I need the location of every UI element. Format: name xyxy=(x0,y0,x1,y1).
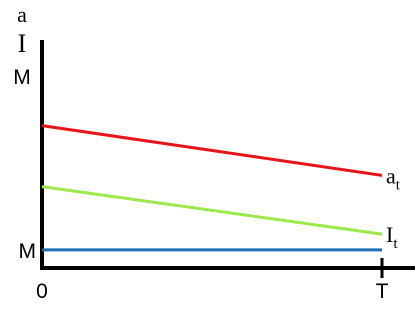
y-axis-label-bottom: M xyxy=(13,66,31,89)
y-tick-label-m: M xyxy=(19,240,37,263)
series-group: at It xyxy=(41,124,401,252)
x-tick-label-t: T xyxy=(376,280,389,303)
series-label-2: It xyxy=(386,222,398,252)
series-line-1 xyxy=(41,124,383,177)
y-axis-label-middle: I xyxy=(18,29,27,58)
series-line-2 xyxy=(41,185,383,236)
x-tick-label-zero: 0 xyxy=(36,280,48,303)
series-label-1: at xyxy=(386,163,401,193)
y-axis-label-top: a xyxy=(17,2,27,27)
